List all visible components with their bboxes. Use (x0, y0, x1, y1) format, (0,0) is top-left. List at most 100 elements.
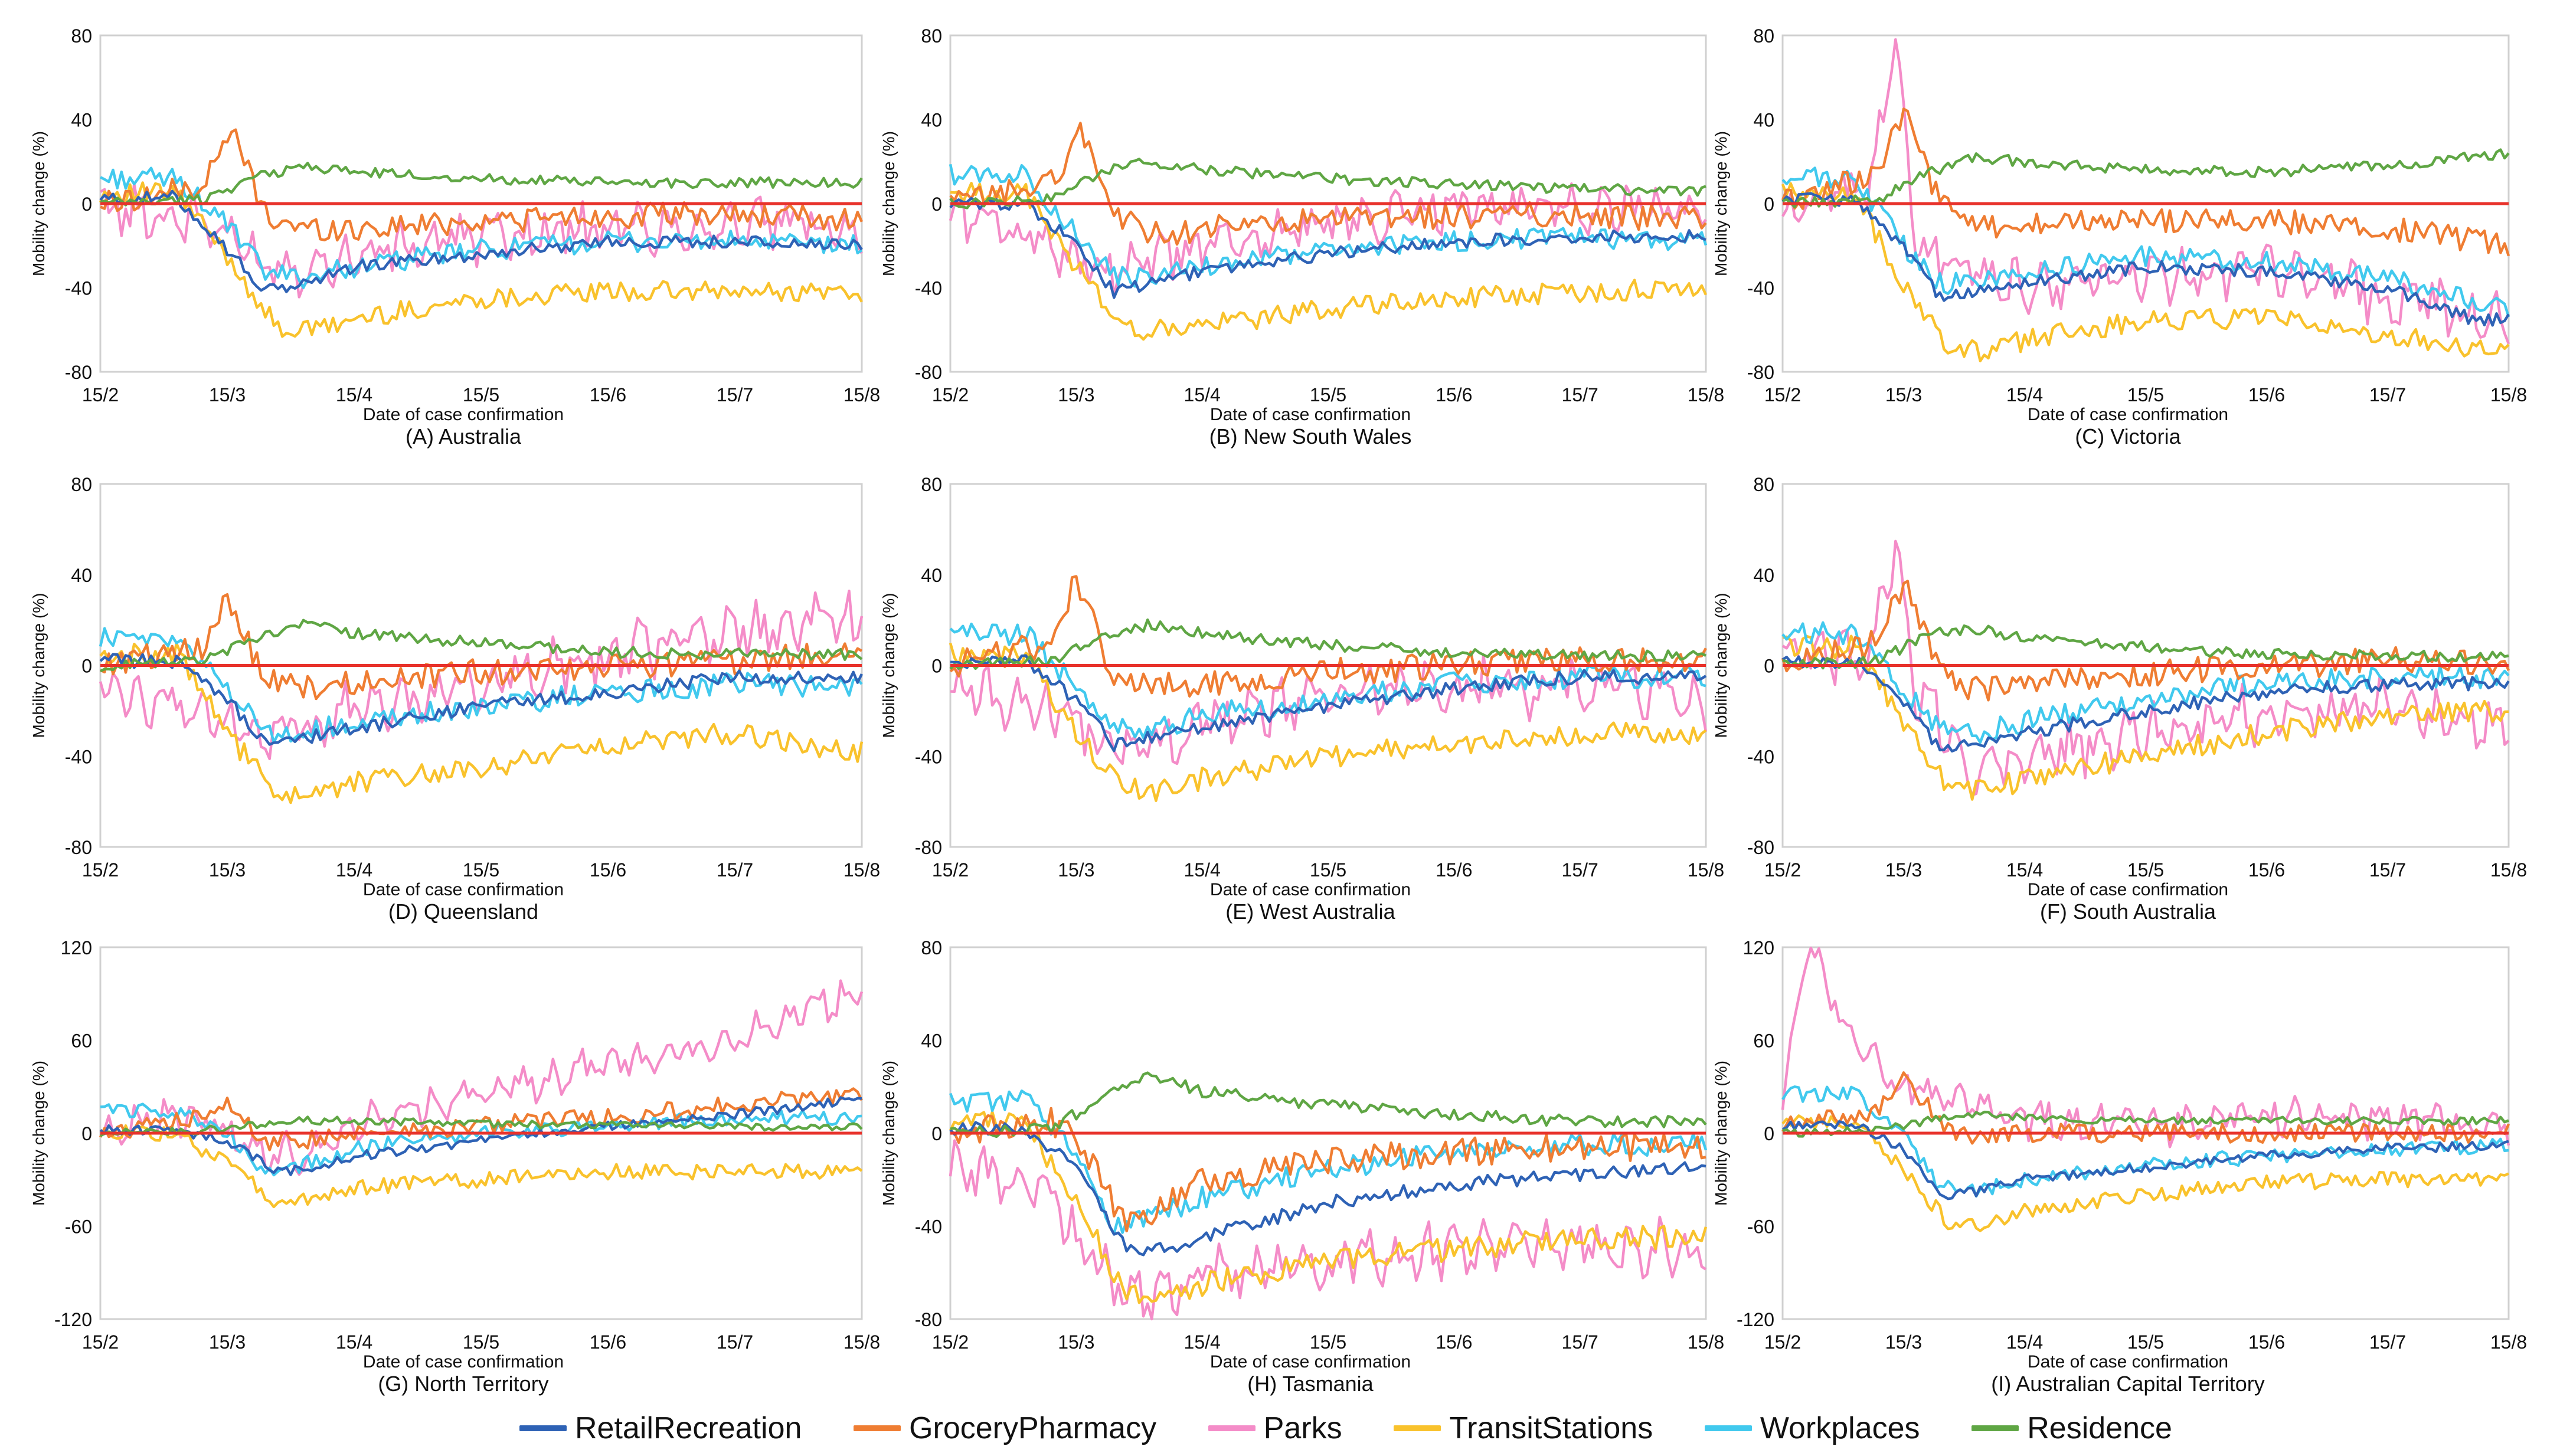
x-tick-d-3: 15/5 (463, 859, 499, 881)
y-tick-f-2: 0 (1764, 656, 1774, 677)
series-workplaces-d (99, 627, 863, 744)
legend-label-workplaces: Workplaces (1760, 1411, 1920, 1445)
x-tick-a-2: 15/4 (336, 384, 372, 405)
series-transitstations-g (99, 1124, 863, 1209)
x-tick-g-6: 15/8 (843, 1331, 880, 1353)
legend-item-residence: Residence (1972, 1411, 2172, 1446)
x-tick-h-3: 15/5 (1310, 1331, 1346, 1353)
legend-item-transitstations: TransitStations (1394, 1411, 1653, 1446)
legend-label-transitstations: TransitStations (1449, 1411, 1653, 1445)
y-tick-i-0: -120 (1737, 1309, 1774, 1330)
y-tick-e-4: 80 (921, 474, 942, 495)
series-transitstations-b (950, 182, 1708, 341)
series-retailrecreation-c (1781, 192, 2510, 327)
x-axis-label-f: Date of case confirmation (2028, 880, 2228, 899)
panel-title-g: (G) North Territory (378, 1372, 548, 1396)
panel-title-c: (C) Victoria (2075, 424, 2181, 449)
legend-swatch-grocerypharmacy (854, 1425, 901, 1431)
x-tick-g-2: 15/4 (336, 1331, 372, 1353)
x-axis-label-h: Date of case confirmation (1210, 1352, 1411, 1372)
y-tick-c-4: 80 (1753, 25, 1774, 47)
x-tick-i-6: 15/8 (2490, 1331, 2527, 1353)
x-tick-i-2: 15/4 (2006, 1331, 2043, 1353)
x-tick-i-0: 15/2 (1764, 1331, 1801, 1353)
x-tick-f-0: 15/2 (1764, 859, 1801, 881)
series-transitstations-h (949, 1110, 1708, 1304)
series-transitstations-e (949, 642, 1707, 802)
x-tick-f-4: 15/6 (2248, 859, 2285, 881)
x-tick-a-4: 15/6 (590, 384, 626, 405)
y-tick-f-4: 80 (1753, 474, 1774, 495)
x-tick-d-5: 15/7 (717, 859, 753, 881)
x-tick-a-5: 15/7 (717, 384, 753, 405)
series-residence-g (99, 1115, 863, 1137)
x-tick-e-4: 15/6 (1436, 859, 1472, 881)
x-tick-i-5: 15/7 (2369, 1331, 2406, 1353)
series-parks-h (949, 1139, 1707, 1321)
x-tick-i-3: 15/5 (2127, 1331, 2164, 1353)
series-grocerypharmacy-c (1781, 107, 2510, 257)
y-tick-h-0: -80 (915, 1309, 942, 1330)
x-tick-f-5: 15/7 (2369, 859, 2406, 881)
legend-label-retailrecreation: RetailRecreation (575, 1411, 802, 1445)
y-tick-h-2: 0 (931, 1123, 942, 1144)
y-tick-b-4: 80 (921, 25, 942, 47)
y-tick-a-4: 80 (71, 25, 92, 47)
panel-title-d: (D) Queensland (388, 899, 538, 924)
x-tick-b-5: 15/7 (1562, 384, 1598, 405)
x-tick-d-2: 15/4 (336, 859, 372, 881)
panel-title-h: (H) Tasmania (1247, 1372, 1374, 1396)
series-retailrecreation-a (99, 189, 863, 293)
panel-title-f: (F) South Australia (2040, 899, 2216, 924)
y-tick-g-1: -60 (65, 1216, 92, 1238)
x-tick-c-5: 15/7 (2369, 384, 2406, 405)
panel-title-b: (B) New South Wales (1209, 424, 1412, 449)
y-axis-label-i: Mobility change (%) (1712, 1061, 1730, 1206)
y-tick-c-2: 0 (1764, 194, 1774, 215)
series-retailrecreation-h (949, 1121, 1706, 1257)
x-tick-e-0: 15/2 (932, 859, 969, 881)
series-residence-i (1782, 1110, 2509, 1138)
y-axis-label-f: Mobility change (%) (1712, 593, 1730, 738)
y-axis-label-g: Mobility change (%) (30, 1061, 48, 1206)
legend-item-workplaces: Workplaces (1704, 1411, 1920, 1446)
series-residence-e (949, 618, 1706, 670)
y-tick-h-4: 80 (921, 937, 942, 958)
series-retailrecreation-f (1781, 655, 2510, 753)
x-tick-g-4: 15/6 (590, 1331, 626, 1353)
series-grocerypharmacy-i (1781, 1071, 2510, 1145)
y-tick-a-1: -40 (65, 278, 92, 299)
y-tick-f-0: -80 (1747, 837, 1774, 858)
series-parks-f (1781, 539, 2510, 797)
x-axis-label-i: Date of case confirmation (2028, 1352, 2228, 1372)
y-tick-h-3: 40 (921, 1030, 942, 1052)
x-tick-h-2: 15/4 (1184, 1331, 1221, 1353)
series-parks-c (1781, 38, 2510, 345)
series-residence-h (950, 1071, 1707, 1138)
legend-swatch-workplaces (1704, 1425, 1752, 1431)
series-residence-d (100, 619, 863, 673)
series-grocerypharmacy-e (949, 575, 1707, 698)
y-tick-i-2: 0 (1764, 1123, 1774, 1144)
series-grocerypharmacy-f (1781, 580, 2510, 702)
x-tick-g-0: 15/2 (82, 1331, 119, 1353)
x-tick-e-1: 15/3 (1058, 859, 1094, 881)
y-axis-label-e: Mobility change (%) (880, 593, 898, 738)
x-tick-c-3: 15/5 (2127, 384, 2164, 405)
y-tick-i-1: -60 (1747, 1216, 1774, 1238)
x-tick-f-3: 15/5 (2127, 859, 2164, 881)
x-tick-g-1: 15/3 (209, 1331, 246, 1353)
x-tick-c-0: 15/2 (1764, 384, 1801, 405)
series-grocerypharmacy-h (950, 1107, 1706, 1233)
legend-item-grocerypharmacy: GroceryPharmacy (854, 1411, 1156, 1446)
panel-title-e: (E) West Australia (1225, 899, 1395, 924)
x-tick-f-1: 15/3 (1885, 859, 1922, 881)
x-tick-g-3: 15/5 (463, 1331, 499, 1353)
legend-label-residence: Residence (2027, 1411, 2172, 1445)
y-tick-b-1: -40 (915, 278, 942, 299)
x-tick-b-4: 15/6 (1436, 384, 1472, 405)
x-axis-label-c: Date of case confirmation (2028, 405, 2228, 424)
x-tick-e-3: 15/5 (1310, 859, 1346, 881)
y-axis-label-b: Mobility change (%) (880, 131, 898, 276)
x-tick-d-4: 15/6 (590, 859, 626, 881)
